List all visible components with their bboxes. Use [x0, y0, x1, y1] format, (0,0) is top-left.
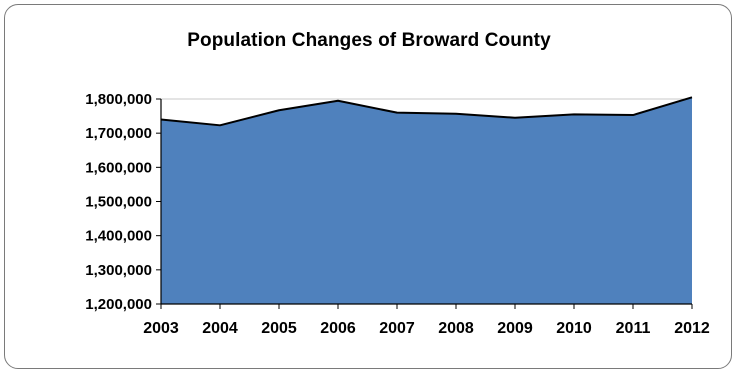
y-tick-label: 1,500,000 — [85, 194, 152, 211]
x-tick-label: 2007 — [379, 320, 415, 337]
chart-title: Population Changes of Broward County — [187, 30, 551, 51]
y-tick-label: 1,300,000 — [85, 262, 152, 279]
x-tick-label: 2009 — [497, 320, 533, 337]
x-tick-label: 2008 — [438, 320, 474, 337]
x-tick-label: 2010 — [556, 320, 592, 337]
area-series-fill — [161, 97, 692, 305]
y-tick-label: 1,200,000 — [85, 296, 152, 313]
x-tick-label: 2003 — [143, 320, 179, 337]
y-tick-label: 1,800,000 — [85, 91, 152, 108]
x-tick-label: 2005 — [261, 320, 297, 337]
x-tick-label: 2004 — [202, 320, 238, 337]
area-series-line — [160, 96, 693, 127]
x-tick-label: 2006 — [320, 320, 356, 337]
y-tick-label: 1,600,000 — [85, 159, 152, 176]
x-tick-label: 2011 — [616, 320, 651, 337]
x-tick-label: 2012 — [674, 320, 710, 337]
y-axis-ticks: 1,200,000 1,300,000 1,400,000 1,500,000 1,60… — [85, 91, 161, 313]
y-tick-label: 1,700,000 — [85, 125, 152, 142]
y-tick-label: 1,400,000 — [85, 228, 152, 245]
x-axis-ticks: 2003 2004 2005 2006 2007 2008 2009 2010 2011 2012 — [143, 304, 710, 337]
